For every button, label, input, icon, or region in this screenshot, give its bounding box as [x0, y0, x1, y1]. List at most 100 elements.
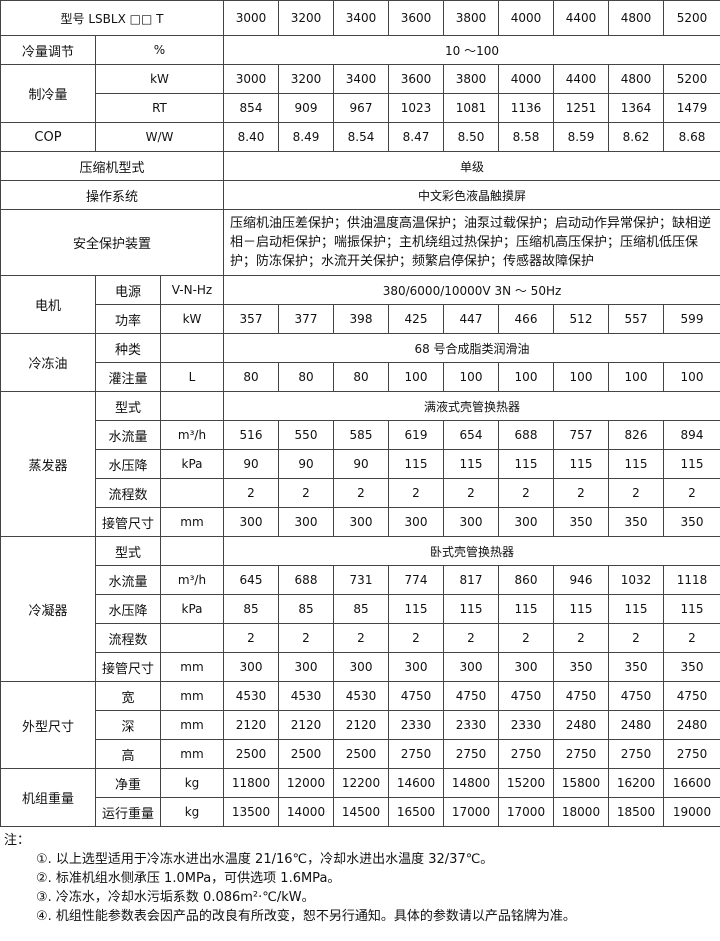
table-row: 流程数 2 2 2 2 2 2 2 2 2: [1, 623, 720, 653]
value-cell: 115: [663, 449, 720, 479]
value-cell: 115: [443, 449, 499, 479]
value-cell: 350: [663, 652, 720, 682]
text-cell: 压缩机油压差保护；供油温度高温保护；油泵过载保护；启动动作异常保护；缺相逆相－启…: [223, 209, 720, 276]
value-cell: 377: [278, 304, 334, 334]
value-cell: 1023: [388, 93, 444, 123]
value-cell: 2120: [333, 710, 389, 740]
item-cell: 接管尺寸: [95, 652, 161, 682]
value-cell: 100: [663, 362, 720, 392]
value-cell: 2480: [663, 710, 720, 740]
value-cell: 350: [608, 507, 664, 537]
value-cell: 2: [388, 478, 444, 508]
group-name: 操作系统: [0, 180, 224, 210]
value-cell: 2750: [663, 739, 720, 769]
value-cell: 2480: [608, 710, 664, 740]
note-item: ②. 标准机组水侧承压 1.0MPa，可供选项 1.6MPa。: [36, 871, 341, 886]
model-cell: 3200: [278, 0, 334, 36]
value-cell: 115: [608, 594, 664, 624]
value-cell: 18000: [553, 797, 609, 827]
value-cell: 300: [498, 652, 554, 682]
note-list: ①. 以上选型适用于冷冻水进出水温度 21/16℃，冷却水进出水温度 32/37…: [4, 850, 720, 926]
item-cell: 接管尺寸: [95, 507, 161, 537]
value-cell: 300: [278, 507, 334, 537]
item-cell: 运行重量: [95, 797, 161, 827]
value-cell: 300: [443, 652, 499, 682]
span-cell: 卧式壳管换热器: [223, 536, 720, 566]
value-cell: 100: [608, 362, 664, 392]
value-cell: 2: [553, 623, 609, 653]
value-cell: 1118: [663, 565, 720, 595]
value-cell: 3400: [333, 64, 389, 94]
value-cell: 2: [443, 478, 499, 508]
group-name: 冷冻油: [0, 333, 96, 392]
value-cell: 8.59: [553, 122, 609, 152]
table-row: 蒸发器 型式 满液式壳管换热器: [0, 391, 720, 537]
value-cell: 2: [663, 478, 720, 508]
value-cell: 115: [388, 449, 444, 479]
value-cell: 115: [498, 449, 554, 479]
value-cell: 115: [388, 594, 444, 624]
value-cell: 300: [223, 507, 279, 537]
value-cell: 2500: [223, 739, 279, 769]
value-cell: 2500: [333, 739, 389, 769]
value-cell: 4000: [498, 64, 554, 94]
spec-table: 型号 LSBLX □□ T 3000 3200 3400 3600 3800 4000 440…: [0, 0, 720, 827]
value-cell: 2480: [553, 710, 609, 740]
value-cell: 17000: [443, 797, 499, 827]
value-cell: 4750: [553, 681, 609, 711]
value-cell: 2750: [498, 739, 554, 769]
value-cell: 2: [608, 623, 664, 653]
value-cell: 115: [498, 594, 554, 624]
unit-cell: kg: [160, 768, 224, 798]
value-cell: 4750: [388, 681, 444, 711]
value-cell: 4530: [333, 681, 389, 711]
unit-cell: %: [95, 35, 224, 65]
empty-cell: [160, 623, 224, 653]
model-cell: 3800: [443, 0, 499, 36]
value-cell: 8.54: [333, 122, 389, 152]
value-cell: 4400: [553, 64, 609, 94]
value-cell: 731: [333, 565, 389, 595]
table-row: 电机 电源 V-N-Hz 380/6000/10000V 3N ～ 50Hz: [0, 275, 720, 334]
value-cell: 688: [498, 420, 554, 450]
table-row: 制冷量 kW 3000 3200 3400 3600 3800 4000 4400 4800 520…: [0, 64, 720, 123]
item-cell: 净重: [95, 768, 161, 798]
value-cell: 80: [333, 362, 389, 392]
item-cell: 水流量: [95, 420, 161, 450]
item-cell: 宽: [95, 681, 161, 711]
empty-cell: [160, 478, 224, 508]
value-cell: 2: [223, 623, 279, 653]
value-cell: 425: [388, 304, 444, 334]
value-cell: 17000: [498, 797, 554, 827]
value-cell: 757: [553, 420, 609, 450]
table-row: 水流量 m³/h 645 688 731 774 817 860 946 1032 1118: [1, 565, 720, 595]
item-cell: 流程数: [95, 623, 161, 653]
value-cell: 2: [333, 623, 389, 653]
value-cell: 3600: [388, 64, 444, 94]
value-cell: 8.49: [278, 122, 334, 152]
item-cell: 深: [95, 710, 161, 740]
value-cell: 894: [663, 420, 720, 450]
span-cell: 10 ～100: [223, 35, 720, 65]
value-cell: 16500: [388, 797, 444, 827]
value-cell: 2: [333, 478, 389, 508]
value-cell: 2: [608, 478, 664, 508]
value-cell: 550: [278, 420, 334, 450]
value-cell: 11800: [223, 768, 279, 798]
table-row: 功率 kW 357 377 398 425 447 466 512 557 599: [1, 304, 720, 334]
group-name: 安全保护装置: [0, 209, 224, 276]
table-row: 接管尺寸 mm 300 300 300 300 300 300 350 350 350: [1, 652, 720, 682]
value-cell: 12200: [333, 768, 389, 798]
value-cell: 4750: [608, 681, 664, 711]
value-cell: 357: [223, 304, 279, 334]
notes-title: 注：: [4, 833, 31, 848]
span-cell: 68 号合成脂类润滑油: [223, 333, 720, 363]
group-name: 冷量调节: [0, 35, 96, 65]
value-cell: 14000: [278, 797, 334, 827]
unit-cell: kW: [95, 64, 224, 94]
empty-cell: [160, 333, 224, 363]
value-cell: 80: [223, 362, 279, 392]
value-cell: 557: [608, 304, 664, 334]
table-row: 流程数 2 2 2 2 2 2 2 2 2: [1, 478, 720, 508]
